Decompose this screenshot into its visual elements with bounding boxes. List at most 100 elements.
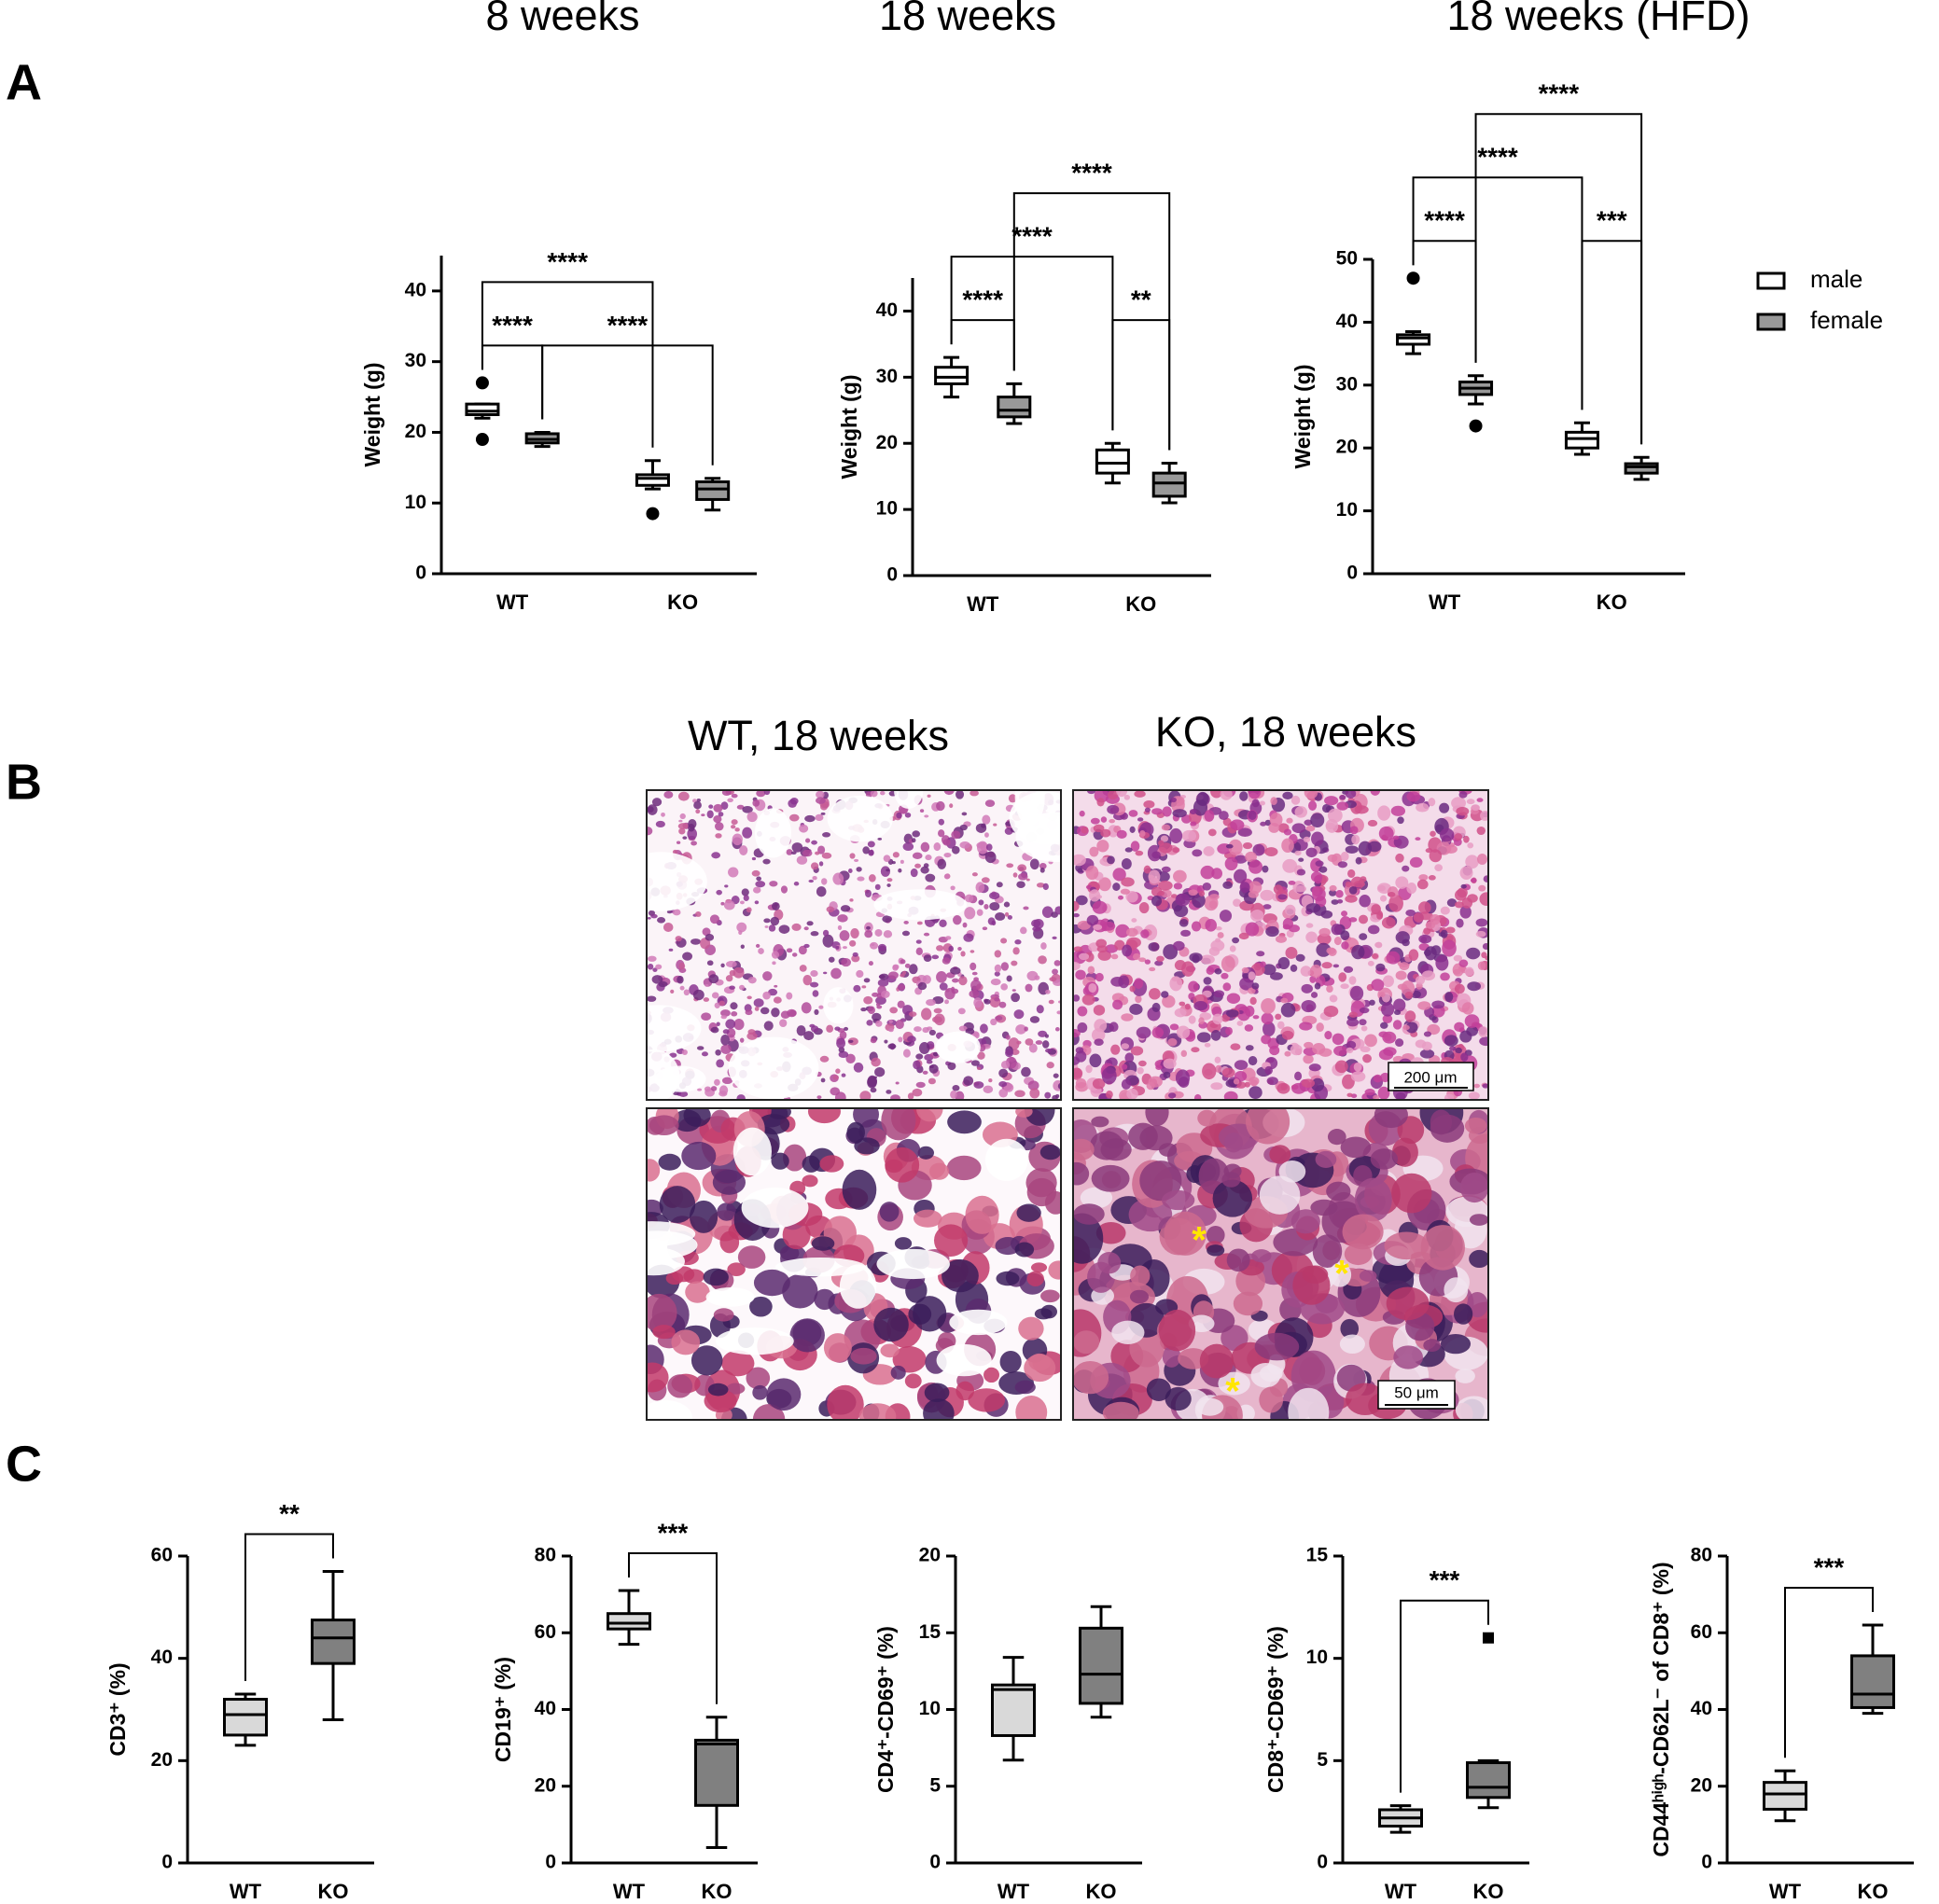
tissue-cell — [1184, 1003, 1191, 1010]
tissue-cell — [1466, 1025, 1479, 1036]
tissue-cell — [914, 863, 922, 869]
significance-label: *** — [1430, 1565, 1460, 1594]
tissue-cell — [1029, 858, 1039, 870]
histology-title: KO, 18 weeks — [1155, 708, 1416, 756]
tissue-cell — [1455, 1047, 1462, 1054]
tissue-cell — [1392, 1020, 1402, 1030]
tissue-cell — [783, 1144, 807, 1172]
tissue-cell — [1417, 1001, 1431, 1010]
tissue-background — [1073, 790, 1488, 1100]
tissue-cell — [1288, 1387, 1330, 1420]
tissue-cell — [1315, 1150, 1337, 1168]
tissue-cell — [1276, 1082, 1290, 1094]
y-axis-label: Weight (g) — [837, 375, 861, 479]
image-border — [1072, 1107, 1489, 1421]
tissue-cell — [1196, 1032, 1211, 1043]
tissue-cell — [1384, 1231, 1430, 1260]
tissue-cell — [1175, 893, 1191, 907]
tissue-cell — [1264, 847, 1278, 857]
tissue-cell — [883, 855, 891, 862]
tissue-cell — [753, 998, 764, 1008]
tissue-cell — [1248, 1086, 1262, 1099]
tissue-cell — [845, 1053, 856, 1064]
tissue-cell — [1073, 1161, 1090, 1186]
tissue-cell — [1312, 1234, 1343, 1269]
tissue-cell — [815, 851, 820, 855]
tissue-cell — [1351, 834, 1360, 845]
tissue-cell — [711, 992, 719, 999]
y-tick-label: 30 — [1336, 373, 1358, 395]
tissue-cell — [694, 911, 702, 917]
tissue-cell — [990, 978, 1001, 986]
tissue-cell — [749, 1296, 773, 1317]
tissue-cell — [706, 810, 714, 819]
tissue-cell — [1035, 1040, 1043, 1045]
tissue-cell — [1073, 961, 1081, 971]
tissue-cell — [1342, 1214, 1384, 1250]
tissue-cell — [1021, 1066, 1031, 1077]
tissue-cell — [1250, 909, 1264, 923]
tissue-cell — [1028, 1353, 1051, 1371]
tissue-cell — [1349, 985, 1364, 1001]
outlier — [1469, 419, 1483, 433]
tissue-cell — [1430, 830, 1436, 837]
tissue-cell — [896, 812, 902, 819]
tissue-cell — [1188, 993, 1195, 1000]
tissue-cell — [711, 852, 721, 859]
tissue-cell — [786, 948, 793, 953]
tissue-cell — [886, 883, 891, 887]
tissue-cell — [1440, 906, 1450, 915]
tissue-cell — [1419, 1049, 1435, 1059]
tissue-cell — [1025, 983, 1033, 993]
tissue-cell — [1314, 875, 1322, 884]
significance-label: ** — [279, 1499, 300, 1528]
tissue-cell — [1245, 922, 1260, 937]
tissue-cell — [892, 1346, 927, 1373]
tissue-cell — [1210, 1082, 1223, 1091]
tissue-cell — [1329, 1262, 1352, 1287]
tissue-cell — [942, 957, 951, 965]
tissue-cell — [745, 1009, 753, 1016]
tissue-cell — [1399, 962, 1410, 971]
tissue-cell — [1042, 1040, 1050, 1049]
tissue-cell — [1264, 1065, 1273, 1076]
tissue-cell — [915, 1081, 926, 1089]
tissue-cell — [651, 975, 663, 984]
outlier — [646, 507, 660, 521]
tissue-cell — [679, 813, 686, 820]
tissue-cell — [1161, 866, 1171, 873]
tissue-cell — [1305, 903, 1321, 913]
tissue-cell — [973, 1081, 984, 1089]
tissue-cell — [1298, 857, 1304, 862]
tissue-cell — [1391, 1137, 1418, 1167]
tissue-cell — [904, 1373, 922, 1389]
tissue-cell — [1444, 1035, 1458, 1047]
tissue-cell — [933, 1008, 942, 1014]
tissue-cell — [1461, 897, 1473, 909]
significance-label: **** — [1424, 206, 1465, 235]
tissue-cell — [1017, 864, 1027, 872]
tissue-cell — [976, 909, 983, 916]
tissue-cell — [1212, 1179, 1253, 1217]
box — [1079, 1626, 1123, 1705]
tissue-cell — [1203, 977, 1212, 985]
tissue-cell — [764, 925, 769, 928]
tissue-cell — [880, 866, 891, 877]
tissue-cell — [1122, 944, 1133, 957]
tissue-cell — [819, 1155, 844, 1173]
tissue-cell — [713, 803, 723, 813]
tissue-cell — [786, 849, 793, 855]
tissue-cell — [696, 1046, 704, 1050]
tissue-cell — [701, 813, 705, 817]
tissue-cell — [647, 955, 657, 962]
y-tick-label: 10 — [405, 492, 426, 513]
tissue-cell — [816, 790, 825, 799]
tissue-cell — [668, 948, 674, 952]
tissue-cell — [1092, 900, 1108, 914]
tissue-cell — [1480, 811, 1488, 821]
tissue-cell — [1270, 972, 1283, 980]
tissue-cell — [1311, 831, 1324, 846]
tissue-cell — [1132, 952, 1141, 961]
tissue-cell — [708, 804, 714, 809]
tissue-cell — [1380, 1072, 1390, 1083]
